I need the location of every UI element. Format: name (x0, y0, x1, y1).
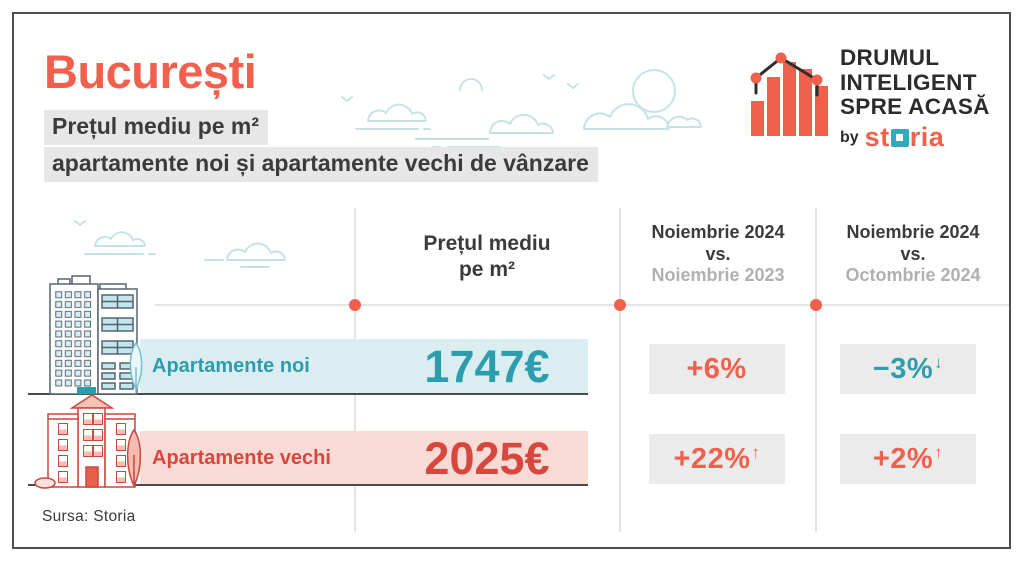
logo-by-label: by (840, 128, 859, 146)
up-arrow-icon: ↑ (934, 442, 944, 462)
badge-new-mom: −3% ↓ (840, 344, 976, 394)
rule-dot-icon (614, 299, 626, 311)
row-band-old (140, 431, 588, 486)
clouds-top-decoration (341, 69, 702, 148)
new-building-illustration (49, 275, 138, 395)
house-bar-chart-icon (750, 52, 828, 136)
column-divider-2 (619, 208, 621, 532)
row-label-new: Apartamente noi (152, 355, 310, 377)
old-building-windows (59, 414, 126, 488)
tree-icon (126, 428, 142, 488)
page-title: București (44, 45, 257, 98)
bird-icon (567, 83, 579, 89)
outer-frame-border (12, 12, 1011, 549)
row-band-new (140, 339, 588, 395)
logo-tagline: DRUMUL INTELIGENT SPRE ACASĂ (840, 45, 990, 120)
subtitle-line2: apartamente noi și apartamente vechi de … (44, 147, 598, 182)
rule-dot-icon (349, 299, 361, 311)
logo-tagline-line1: DRUMUL (840, 45, 940, 70)
bird-icon (341, 96, 353, 102)
sun-icon (632, 69, 676, 113)
column-header-yoy: Noiembrie 2024 vs. Noiembrie 2023 (651, 222, 785, 285)
cloud-icon (226, 242, 286, 261)
down-arrow-icon: ↓ (934, 352, 944, 372)
cloud-icon (94, 231, 146, 247)
column-header-mom: Noiembrie 2024 vs. Octombrie 2024 (845, 222, 981, 285)
header-rule (155, 304, 1009, 306)
row-label-old: Apartamente vechi (152, 447, 331, 469)
badge-new-yoy: +6% (649, 344, 785, 394)
badge-old-mom: +2% ↑ (840, 434, 976, 484)
rule-dot-icon (810, 299, 822, 311)
cloud-icon (583, 103, 670, 130)
door-icon (85, 466, 99, 488)
storia-wordmark: st ria (864, 122, 945, 152)
cloud-icon (367, 103, 427, 122)
price-old: 2025€ (424, 433, 550, 484)
subtitle-line1: Prețul mediu pe m² (44, 110, 269, 145)
badge-old-yoy: +22% ↑ (649, 434, 785, 484)
storia-o-square-icon (890, 128, 909, 147)
building-illustrations (34, 275, 143, 489)
price-new: 1747€ (424, 341, 550, 392)
ground-line-old (28, 484, 588, 486)
bush-icon (34, 477, 56, 489)
bird-icon (74, 220, 86, 226)
up-arrow-icon: ↑ (751, 442, 761, 462)
bird-icon (543, 74, 555, 80)
column-header-price: Prețul mediu pe m² (423, 232, 551, 281)
cloud-icon (459, 78, 483, 91)
ground-line-new (28, 393, 588, 395)
logo-tagline-line2: INTELIGENT (840, 69, 977, 95)
storia-logo: by st ria (840, 122, 944, 153)
source-credit: Sursa: Storia (42, 508, 136, 525)
column-divider-3 (815, 208, 817, 532)
cloud-icon (666, 115, 702, 128)
logo-tagline-line3: SPRE ACASĂ (840, 94, 990, 119)
tree-icon (129, 341, 143, 393)
cloud-icon (488, 113, 554, 134)
clouds-left-decoration (74, 220, 286, 268)
